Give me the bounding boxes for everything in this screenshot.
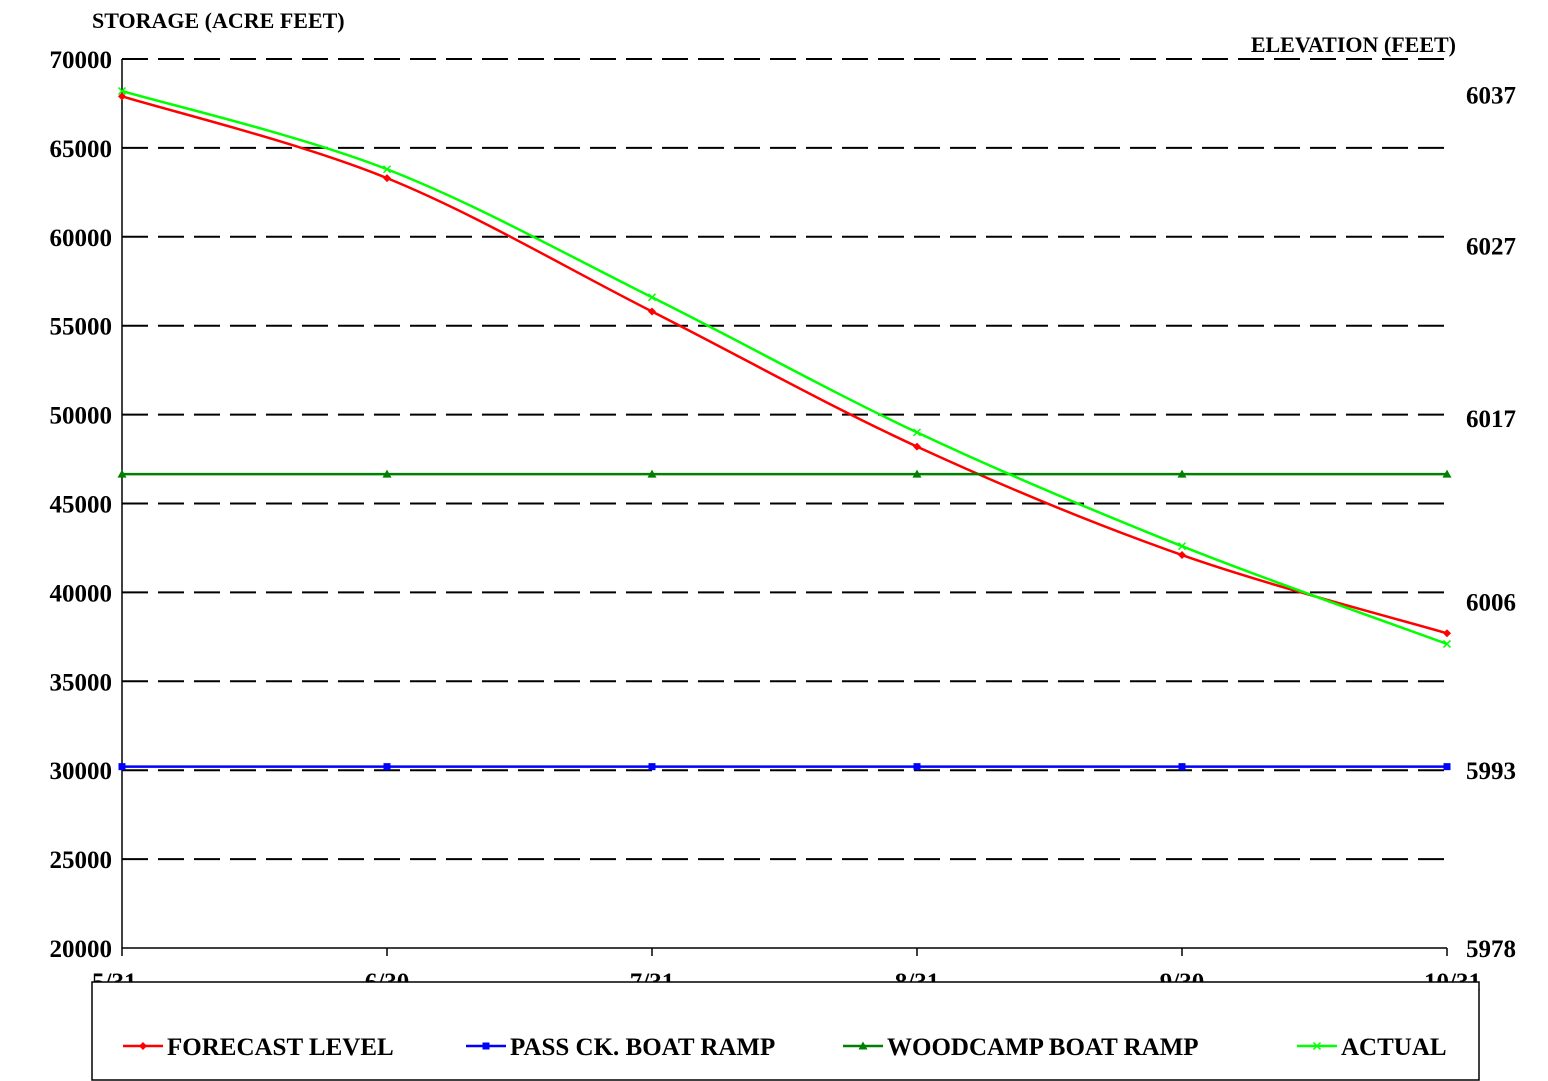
data-point: [1442, 469, 1452, 478]
data-point: [1443, 763, 1451, 771]
series-pass-ck-boat-ramp: [118, 763, 1451, 771]
y-right-tick-label: 6037: [1466, 83, 1516, 110]
series-line: [121, 89, 1448, 646]
data-point: [117, 469, 127, 478]
y-left-tick-label: 25000: [50, 847, 113, 874]
data-point: [117, 86, 127, 96]
y-left-axis-title: STORAGE (ACRE FEET): [92, 8, 345, 33]
legend-item: WOODCAMP BOAT RAMP: [843, 1034, 1199, 1061]
y-right-tick-label: 5993: [1466, 758, 1516, 785]
series-line: [121, 95, 1448, 635]
data-point: [383, 174, 391, 183]
y-left-tick-label: 70000: [50, 47, 113, 74]
data-point: [1177, 542, 1187, 551]
data-point: [383, 763, 391, 771]
legend-marker: [858, 1041, 868, 1050]
tick-labels: 5/316/307/318/319/3010/31200002500030000…: [50, 47, 1517, 996]
legend-marker: [139, 1042, 147, 1050]
legend-label: ACTUAL: [1341, 1034, 1447, 1061]
y-left-tick-label: 65000: [50, 136, 113, 163]
y-left-tick-label: 30000: [50, 758, 113, 785]
legend-box: [91, 981, 1480, 1081]
axes: [121, 59, 1448, 956]
data-point: [1443, 629, 1451, 638]
legend-marker: [1312, 1041, 1322, 1051]
data-point: [382, 469, 392, 478]
y-right-tick-label: 5978: [1466, 936, 1516, 963]
legend-label: WOODCAMP BOAT RAMP: [887, 1034, 1199, 1061]
legend-item: FORECAST LEVEL: [123, 1034, 394, 1061]
y-right-tick-label: 6006: [1466, 589, 1516, 616]
y-left-tick-label: 60000: [50, 225, 113, 252]
y-left-tick-label: 20000: [50, 936, 113, 963]
legend-label: PASS CK. BOAT RAMP: [510, 1034, 775, 1061]
y-left-tick-label: 55000: [50, 314, 113, 341]
data-point: [1177, 469, 1187, 478]
data-point: [913, 442, 921, 451]
gridlines: [122, 58, 1447, 861]
y-right-tick-label: 6027: [1466, 234, 1516, 261]
data-point: [913, 763, 921, 771]
data-point: [1442, 639, 1452, 648]
legend-item: ACTUAL: [1297, 1034, 1447, 1061]
data-point: [912, 428, 922, 437]
legend: FORECAST LEVEL PASS CK. BOAT RAMP WOODCAMP…: [91, 981, 1480, 1081]
legend-item: PASS CK. BOAT RAMP: [466, 1034, 775, 1061]
legend-marker: [482, 1042, 490, 1050]
data-point: [648, 763, 656, 771]
data-point: [1178, 763, 1186, 771]
y-left-tick-label: 45000: [50, 492, 113, 519]
data-point: [647, 469, 657, 478]
y-right-tick-label: 6017: [1466, 406, 1516, 433]
data-point: [912, 469, 922, 478]
legend-label: FORECAST LEVEL: [167, 1034, 394, 1061]
data-point: [118, 763, 126, 771]
series-forecast-level: [118, 92, 1451, 638]
data-point: [647, 293, 657, 302]
y-left-tick-label: 40000: [50, 580, 113, 607]
series-woodcamp-boat-ramp: [117, 469, 1452, 478]
y-left-tick-label: 35000: [50, 669, 113, 696]
data-point: [382, 165, 392, 174]
y-right-axis-title: ELEVATION (FEET): [1251, 32, 1456, 57]
y-left-tick-label: 50000: [50, 403, 113, 430]
data-point: [118, 92, 126, 101]
data-point: [1178, 551, 1186, 560]
series-lines: [117, 86, 1452, 771]
series-actual: [117, 86, 1452, 648]
data-point: [648, 307, 656, 316]
